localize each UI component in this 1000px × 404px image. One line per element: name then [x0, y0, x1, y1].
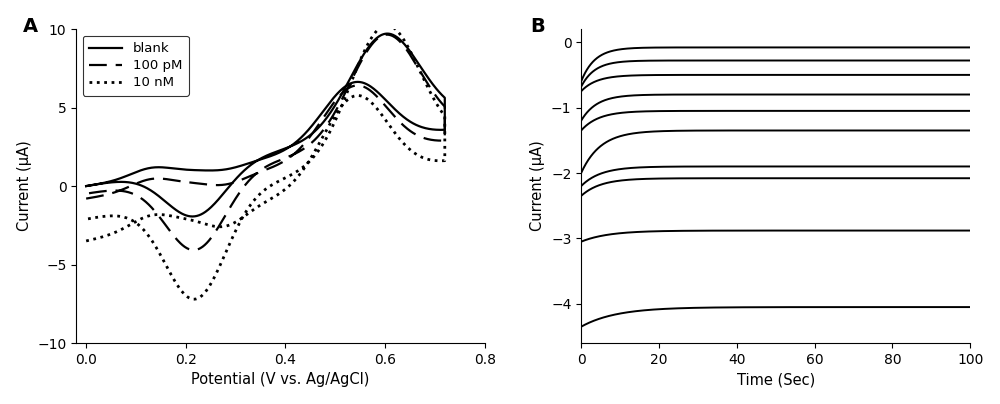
blank: [304, 133, 316, 137]
10 nM: [371, 105, 383, 110]
Text: A: A: [23, 17, 38, 36]
Line: 100 pM: 100 pM: [86, 35, 445, 250]
10 nM: [396, 140, 408, 145]
blank: [396, 114, 408, 118]
10 nM: [381, 23, 393, 28]
100 pM: [381, 32, 393, 37]
10 nM: [225, 239, 237, 244]
Legend: blank, 100 pM, 10 nM: blank, 100 pM, 10 nM: [83, 36, 189, 96]
Y-axis label: Current (μA): Current (μA): [530, 141, 545, 231]
100 pM: [238, 185, 250, 189]
blank: [153, 165, 165, 170]
100 pM: [188, 248, 200, 252]
X-axis label: Potential (V vs. Ag/AgCl): Potential (V vs. Ag/AgCl): [191, 372, 370, 387]
blank: [80, 184, 92, 189]
100 pM: [396, 122, 408, 127]
blank: [371, 89, 383, 94]
blank: [381, 31, 393, 36]
Text: B: B: [531, 17, 545, 36]
100 pM: [80, 191, 92, 196]
100 pM: [80, 196, 92, 201]
X-axis label: Time (Sec): Time (Sec): [737, 372, 815, 387]
blank: [80, 183, 92, 188]
10 nM: [304, 158, 316, 163]
100 pM: [153, 176, 165, 181]
10 nM: [80, 217, 92, 221]
10 nM: [188, 297, 200, 302]
100 pM: [304, 141, 316, 146]
Y-axis label: Current (μA): Current (μA): [17, 141, 32, 231]
Line: blank: blank: [86, 34, 445, 217]
100 pM: [371, 94, 383, 99]
10 nM: [238, 213, 250, 218]
Line: 10 nM: 10 nM: [86, 25, 445, 299]
blank: [187, 214, 199, 219]
blank: [238, 168, 250, 173]
10 nM: [153, 212, 165, 217]
10 nM: [80, 238, 92, 243]
blank: [225, 183, 237, 187]
100 pM: [225, 204, 237, 209]
